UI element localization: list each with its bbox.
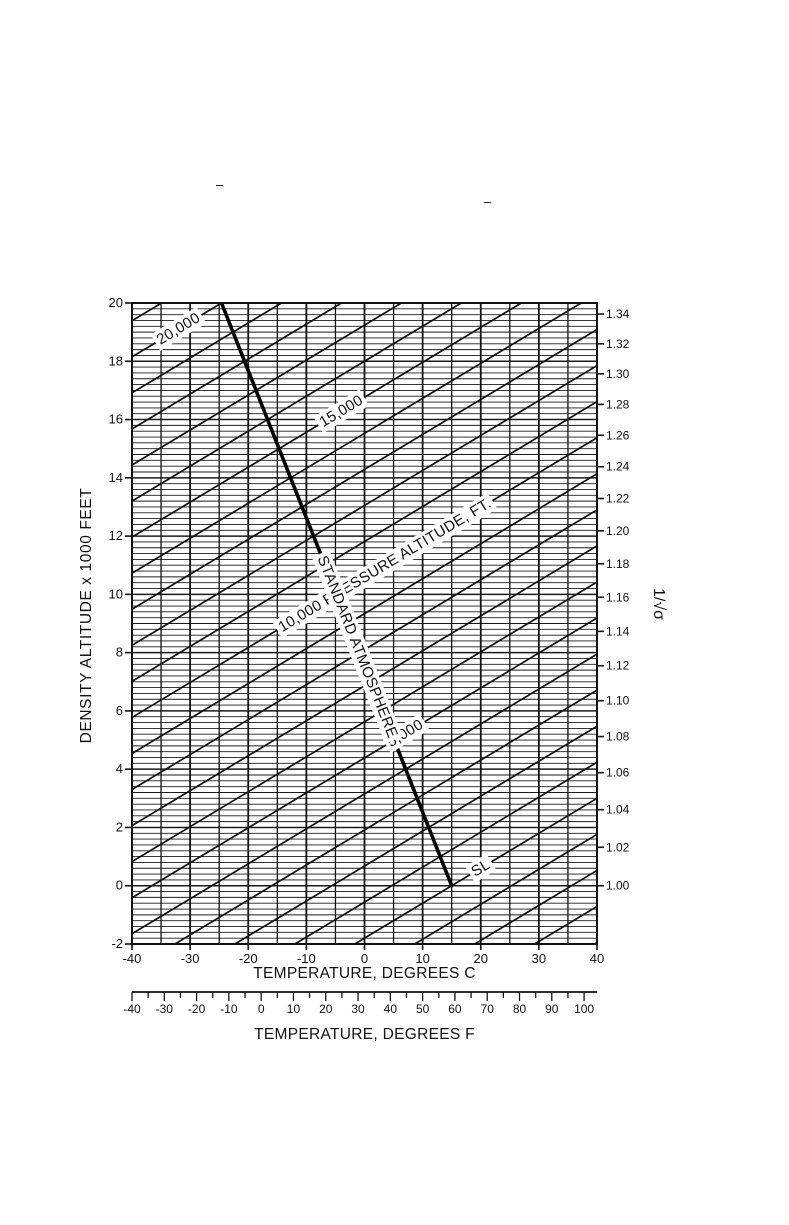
- y-tick-label: 14: [109, 470, 123, 485]
- fahrenheit-tick-label: 10: [287, 1002, 301, 1016]
- fahrenheit-tick-label: 60: [448, 1002, 462, 1016]
- sigma-tick-label: 1.32: [606, 337, 630, 351]
- pressure-altitude-lines: [103, 0, 626, 944]
- sigma-tick-label: 1.04: [606, 803, 630, 817]
- y-tick-label: 20: [109, 295, 123, 310]
- sigma-axis-title: 1/√σ: [650, 588, 667, 620]
- pressure-altitude-line: [132, 364, 597, 647]
- pressure-altitude-line: [173, 689, 597, 944]
- pressure-altitude-line: [353, 797, 597, 944]
- sigma-tick-label: 1.34: [606, 307, 630, 321]
- pressure-altitude-line: [132, 580, 597, 863]
- sigma-tick-label: 1.12: [606, 659, 630, 673]
- fahrenheit-tick-label: -20: [188, 1002, 206, 1016]
- fahrenheit-tick-label: 0: [258, 1002, 265, 1016]
- sigma-tick-label: 1.06: [606, 766, 630, 780]
- y-tick-label: 16: [109, 412, 123, 427]
- pressure-altitude-line: [103, 0, 626, 86]
- pa-label-0-background: [465, 853, 497, 883]
- y-tick-label: 12: [109, 528, 123, 543]
- pressure-altitude-line: [103, 0, 626, 194]
- y-tick-label: 4: [116, 761, 123, 776]
- y-tick-label: -2: [111, 936, 123, 951]
- x-tick-label: 10: [415, 951, 429, 966]
- sigma-tick-label: 1.00: [606, 879, 630, 893]
- pressure-altitude-line: [132, 303, 284, 394]
- pressure-altitude-line: [103, 0, 626, 158]
- y-tick-label: 2: [116, 819, 123, 834]
- sigma-tick-label: 1.16: [606, 590, 630, 604]
- y-tick-label: 6: [116, 703, 123, 718]
- stray-mark-right: [484, 202, 491, 203]
- pressure-altitude-line: [103, 0, 626, 122]
- pressure-altitude-line: [132, 303, 523, 539]
- pressure-altitude-line: [533, 905, 597, 944]
- sigma-tick-label: 1.18: [606, 557, 630, 571]
- sigma-tick-label: 1.22: [606, 492, 630, 506]
- pa-label-10-background: [272, 492, 498, 639]
- pressure-altitude-line: [473, 869, 597, 944]
- pressure-altitude-line: [132, 617, 597, 899]
- pressure-altitude-line: [413, 833, 597, 944]
- fahrenheit-tick-label: 100: [574, 1002, 594, 1016]
- pressure-altitude-line: [103, 0, 626, 266]
- y-tick-label: 10: [109, 586, 123, 601]
- pa-label-5-background: [380, 713, 430, 754]
- pressure-altitude-line: [233, 725, 597, 944]
- y-tick-label: 0: [116, 878, 123, 893]
- pressure-altitude-line: [132, 472, 597, 755]
- fahrenheit-tick-label: -40: [123, 1002, 141, 1016]
- fahrenheit-tick-label: 40: [384, 1002, 398, 1016]
- fahrenheit-tick-label: 50: [416, 1002, 430, 1016]
- x-tick-label: 20: [474, 951, 488, 966]
- x-tick-label: -20: [239, 951, 258, 966]
- sigma-tick-label: 1.26: [606, 428, 630, 442]
- fahrenheit-tick-label: -30: [156, 1002, 174, 1016]
- pressure-altitude-line: [132, 303, 344, 430]
- pressure-altitude-line: [103, 0, 626, 302]
- stray-mark-left: [216, 185, 223, 186]
- fahrenheit-tick-label: -10: [220, 1002, 238, 1016]
- fahrenheit-tick-label: 70: [481, 1002, 495, 1016]
- pressure-altitude-line: [132, 303, 463, 503]
- pressure-altitude-line: [132, 400, 597, 683]
- pressure-altitude-line: [132, 328, 597, 611]
- pa-label-20: 20,000: [150, 306, 207, 351]
- x-tick-label: -30: [181, 951, 200, 966]
- fahrenheit-tick-label: 30: [351, 1002, 365, 1016]
- x-tick-label: 0: [361, 951, 368, 966]
- sigma-tick-label: 1.08: [606, 730, 630, 744]
- sigma-tick-label: 1.02: [606, 840, 630, 854]
- pressure-altitude-line: [132, 303, 583, 575]
- sigma-tick-label: 1.10: [606, 694, 630, 708]
- sigma-tick-label: 1.30: [606, 367, 630, 381]
- x-tick-label: -10: [297, 951, 316, 966]
- sigma-tick-label: 1.20: [606, 524, 630, 538]
- y-tick-label: 18: [109, 353, 123, 368]
- x-tick-label: 40: [590, 951, 604, 966]
- pressure-altitude-line: [132, 653, 597, 935]
- sigma-tick-label: 1.28: [606, 397, 630, 411]
- sigma-tick-label: 1.14: [606, 624, 630, 638]
- pressure-altitude-line: [132, 303, 404, 467]
- fahrenheit-tick-label: 90: [545, 1002, 559, 1016]
- fahrenheit-axis-title: TEMPERATURE, DEGREES F: [254, 1026, 475, 1043]
- fahrenheit-tick-label: 80: [513, 1002, 527, 1016]
- pa-label-0: SL: [465, 853, 497, 883]
- x-axis-title: TEMPERATURE, DEGREES C: [253, 965, 475, 982]
- pressure-altitude-line: [103, 0, 626, 230]
- pressure-altitude-line: [293, 761, 597, 944]
- x-tick-label: -40: [123, 951, 142, 966]
- pa-label-15-background: [313, 389, 370, 434]
- pa-label-20-background: [150, 306, 207, 351]
- pressure-altitude-line: [132, 303, 164, 322]
- fahrenheit-tick-label: 20: [319, 1002, 333, 1016]
- y-axis-title: DENSITY ALTITUDE x 1000 FEET: [78, 488, 95, 744]
- standard-atmosphere-label-background: [311, 550, 403, 744]
- y-tick-label: 8: [116, 645, 123, 660]
- x-tick-label: 30: [532, 951, 546, 966]
- sigma-tick-label: 1.24: [606, 460, 630, 474]
